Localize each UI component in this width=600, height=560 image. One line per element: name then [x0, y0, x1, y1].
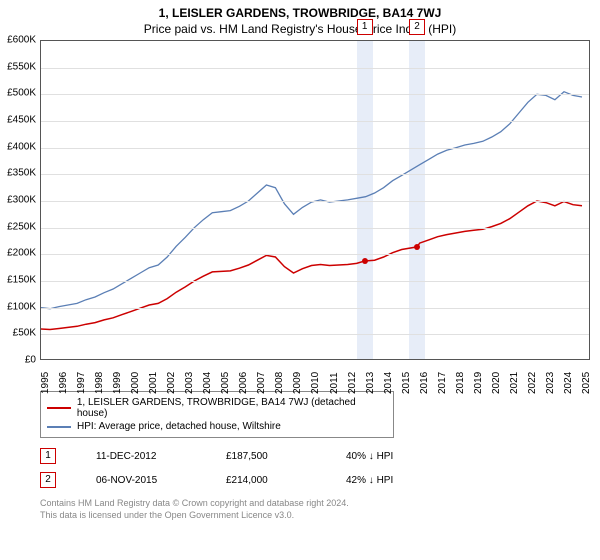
gridline — [41, 201, 589, 202]
gridline — [41, 174, 589, 175]
y-tick-label: £600K — [7, 35, 36, 46]
legend-item: HPI: Average price, detached house, Wilt… — [47, 420, 387, 433]
x-tick-label: 2023 — [545, 372, 556, 394]
sale-hpi-diff: 42% ↓ HPI — [346, 475, 393, 486]
legend-label: HPI: Average price, detached house, Wilt… — [77, 421, 281, 432]
x-tick-label: 2007 — [256, 372, 267, 394]
sale-price: £187,500 — [226, 451, 306, 462]
y-tick-label: £400K — [7, 141, 36, 152]
sale-marker: 2 — [409, 19, 425, 35]
gridline — [41, 254, 589, 255]
legend-swatch — [47, 426, 71, 428]
x-tick-label: 1999 — [112, 372, 123, 394]
gridline — [41, 121, 589, 122]
y-tick-label: £200K — [7, 248, 36, 259]
x-tick-label: 1995 — [40, 372, 51, 394]
sale-row-marker: 2 — [40, 472, 56, 488]
sale-row: 2 06-NOV-2015 £214,000 42% ↓ HPI — [40, 468, 590, 492]
sale-price: £214,000 — [226, 475, 306, 486]
x-tick-label: 1997 — [76, 372, 87, 394]
footer-line2: This data is licensed under the Open Gov… — [40, 510, 590, 522]
x-tick-label: 2015 — [401, 372, 412, 394]
footer-line1: Contains HM Land Registry data © Crown c… — [40, 498, 590, 510]
y-tick-label: £250K — [7, 221, 36, 232]
sale-dot — [362, 258, 368, 264]
sale-row-marker: 1 — [40, 448, 56, 464]
x-tick-label: 2011 — [329, 372, 340, 394]
sale-row: 1 11-DEC-2012 £187,500 40% ↓ HPI — [40, 444, 590, 468]
plot-area: 12 — [40, 40, 590, 360]
gridline — [41, 68, 589, 69]
sale-date: 06-NOV-2015 — [96, 475, 186, 486]
y-axis-labels: £0 £50K £100K £150K £200K £250K £300K £350K £400… — [0, 40, 38, 385]
x-axis-labels: 1995 1996 1997 1998 1999 2000 2001 2002 2003 2004… — [40, 362, 590, 412]
x-tick-label: 2005 — [220, 372, 231, 394]
gridline — [41, 228, 589, 229]
x-tick-label: 2001 — [148, 372, 159, 394]
chart-container: 1, LEISLER GARDENS, TROWBRIDGE, BA14 7WJ… — [0, 0, 600, 560]
gridline — [41, 148, 589, 149]
y-tick-label: £0 — [25, 355, 36, 366]
x-tick-label: 2000 — [130, 372, 141, 394]
y-tick-label: £100K — [7, 301, 36, 312]
x-tick-label: 2025 — [581, 372, 592, 394]
x-tick-label: 2024 — [563, 372, 574, 394]
chart-area: £0£50K£100K£150K£200K£250K£300K£350K£400… — [40, 40, 600, 385]
series-property — [41, 201, 582, 330]
x-tick-label: 2019 — [473, 372, 484, 394]
y-tick-label: £50K — [13, 328, 36, 339]
chart-title: 1, LEISLER GARDENS, TROWBRIDGE, BA14 7WJ — [0, 0, 600, 20]
x-tick-label: 2010 — [310, 372, 321, 394]
x-tick-label: 1996 — [58, 372, 69, 394]
x-tick-label: 2016 — [419, 372, 430, 394]
y-tick-label: £500K — [7, 88, 36, 99]
gridline — [41, 308, 589, 309]
x-tick-label: 2018 — [455, 372, 466, 394]
footer-attribution: Contains HM Land Registry data © Crown c… — [40, 498, 590, 521]
y-tick-label: £450K — [7, 115, 36, 126]
sales-table: 1 11-DEC-2012 £187,500 40% ↓ HPI 2 06-NOV-201… — [40, 444, 590, 492]
x-tick-label: 2002 — [166, 372, 177, 394]
x-tick-label: 2012 — [347, 372, 358, 394]
chart-subtitle: Price paid vs. HM Land Registry's House … — [0, 20, 600, 40]
sale-hpi-diff: 40% ↓ HPI — [346, 451, 393, 462]
x-tick-label: 2020 — [491, 372, 502, 394]
y-tick-label: £150K — [7, 275, 36, 286]
gridline — [41, 334, 589, 335]
sale-date: 11-DEC-2012 — [96, 451, 186, 462]
gridline — [41, 94, 589, 95]
x-tick-label: 2008 — [274, 372, 285, 394]
y-tick-label: £550K — [7, 61, 36, 72]
sale-marker: 1 — [357, 19, 373, 35]
x-tick-label: 1998 — [94, 372, 105, 394]
y-tick-label: £300K — [7, 195, 36, 206]
x-tick-label: 2017 — [437, 372, 448, 394]
x-tick-label: 2021 — [509, 372, 520, 394]
x-tick-label: 2013 — [365, 372, 376, 394]
sale-dot — [414, 244, 420, 250]
x-tick-label: 2006 — [238, 372, 249, 394]
x-tick-label: 2009 — [292, 372, 303, 394]
x-tick-label: 2004 — [202, 372, 213, 394]
x-tick-label: 2003 — [184, 372, 195, 394]
x-tick-label: 2014 — [383, 372, 394, 394]
gridline — [41, 281, 589, 282]
y-tick-label: £350K — [7, 168, 36, 179]
x-tick-label: 2022 — [527, 372, 538, 394]
